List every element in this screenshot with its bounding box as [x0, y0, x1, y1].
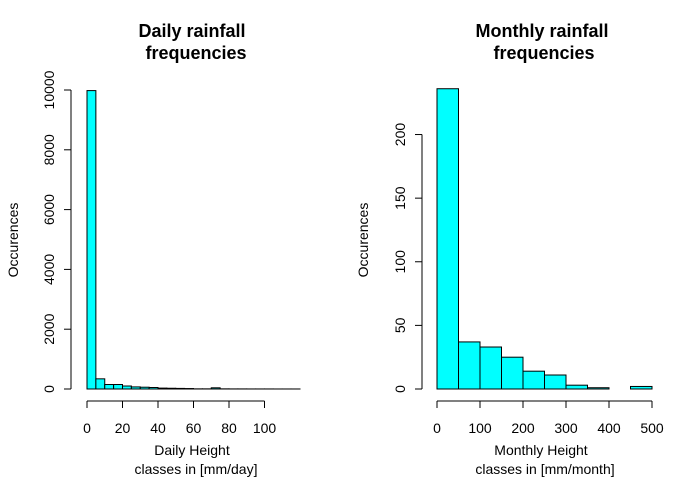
x-axis-label-line-1: Daily Height — [154, 442, 230, 458]
x-tick-label: 40 — [150, 420, 166, 436]
y-tick-label: 200 — [392, 123, 408, 147]
y-tick-label: 6000 — [41, 194, 57, 225]
histogram-bar — [130, 386, 141, 390]
y-tick-label: 150 — [392, 186, 408, 210]
daily-bars — [86, 90, 301, 390]
chart-title-line-1: Monthly rainfall — [475, 21, 608, 41]
histogram-bar — [157, 387, 168, 390]
x-tick-label: 400 — [597, 420, 621, 436]
x-tick-label: 60 — [186, 420, 202, 436]
chart-title-line-2: frequencies — [493, 43, 594, 63]
histogram-bar — [565, 384, 588, 390]
monthly-rainfall-panel: Monthly rainfall frequencies 0 100 200 300 4… — [355, 21, 664, 477]
monthly-x-axis: 0 100 200 300 400 500 — [433, 400, 664, 436]
y-tick-label: 10000 — [41, 70, 57, 109]
y-tick-label: 0 — [392, 385, 408, 393]
x-axis-label-line-1: Monthly Height — [494, 442, 587, 458]
x-tick-label: 20 — [115, 420, 131, 436]
y-tick-label: 0 — [41, 385, 57, 393]
histogram-bar — [630, 385, 653, 390]
daily-x-axis: 0 20 40 60 80 100 — [83, 400, 277, 436]
histogram-bar — [86, 90, 97, 390]
x-tick-label: 0 — [83, 420, 91, 436]
monthly-bars — [436, 88, 653, 390]
x-tick-label: 100 — [253, 420, 277, 436]
x-tick-label: 0 — [433, 420, 441, 436]
chart-title-line-2: frequencies — [145, 43, 246, 63]
histogram-bar — [501, 356, 524, 390]
histogram-bar — [166, 387, 177, 390]
histogram-bar — [175, 387, 186, 390]
histogram-bar — [95, 378, 106, 390]
histogram-bar — [210, 387, 221, 390]
daily-y-axis: 0 2000 4000 6000 8000 10000 — [41, 70, 72, 393]
histogram-bar — [587, 387, 610, 390]
histogram-bar — [139, 386, 150, 390]
x-axis-label-line-2: classes in [mm/day] — [135, 461, 258, 477]
histogram-bar — [148, 387, 159, 390]
y-tick-label: 8000 — [41, 134, 57, 165]
y-tick-label: 2000 — [41, 313, 57, 344]
monthly-y-axis: 0 50 100 150 200 — [392, 123, 423, 393]
x-tick-label: 300 — [554, 420, 578, 436]
x-tick-label: 200 — [511, 420, 535, 436]
daily-rainfall-panel: Daily rainfall frequencies 0 20 40 60 80 100 … — [5, 21, 301, 477]
x-tick-label: 80 — [221, 420, 237, 436]
histogram-bar — [122, 385, 132, 390]
x-axis-label-line-2: classes in [mm/month] — [475, 461, 614, 477]
histogram-bar — [113, 384, 123, 390]
histogram-bar — [544, 374, 567, 390]
x-tick-label: 100 — [468, 420, 492, 436]
histogram-bar — [479, 346, 502, 390]
y-axis-label: Occurences — [5, 203, 21, 278]
y-tick-label: 50 — [392, 317, 408, 333]
histogram-bar — [436, 88, 459, 390]
histogram-bar — [458, 341, 481, 390]
histogram-bar — [522, 370, 545, 390]
y-tick-label: 4000 — [41, 254, 57, 285]
y-axis-label: Occurences — [355, 203, 371, 278]
y-tick-label: 100 — [392, 250, 408, 274]
chart-title-line-1: Daily rainfall — [138, 21, 245, 41]
histogram-bar — [104, 384, 115, 390]
x-tick-label: 500 — [640, 420, 664, 436]
